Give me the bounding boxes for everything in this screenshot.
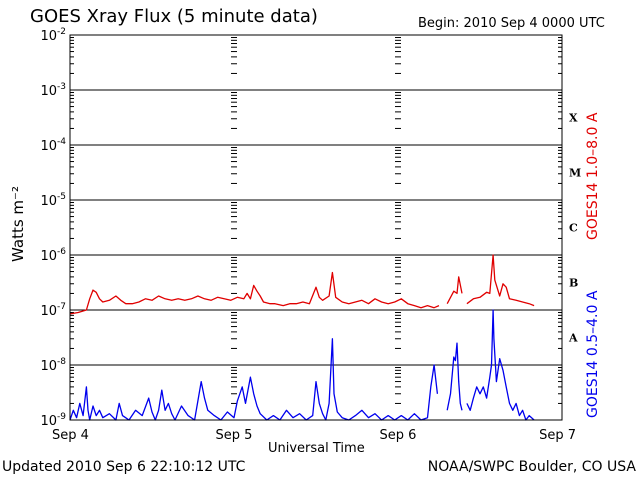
x-tick-label: Sep 5 [216, 428, 253, 443]
y-tick-label: 10-9 [40, 412, 66, 429]
y-tick-label: 10-6 [40, 247, 66, 264]
y-tick-label: 10-3 [40, 82, 66, 99]
flare-class-label: B [569, 277, 578, 290]
gridlines [70, 37, 562, 421]
legend-long-series: GOES14 1.0–8.0 A [585, 113, 601, 240]
series-lines [69, 254, 535, 421]
x-tick-label: Sep 4 [52, 428, 89, 443]
plot-frame [69, 34, 563, 421]
y-axis-tick-labels: 10-9 10-8 10-7 10-6 10-5 10-4 10-3 10-2 [40, 27, 66, 429]
y-axis-ticks [70, 37, 562, 404]
chart-title: GOES Xray Flux (5 minute data) [30, 6, 318, 27]
legend-long-label: GOES14 1.0–8.0 A [585, 112, 601, 240]
y-axis-title-text: Watts m⁻² [9, 186, 27, 262]
credit-label: NOAA/SWPC Boulder, CO USA [427, 459, 636, 475]
flare-class-label: A [568, 332, 578, 345]
flare-class-label: C [569, 222, 578, 235]
series-long-line [69, 254, 535, 315]
flare-class-label: M [569, 167, 581, 180]
x-tick-label: Sep 6 [380, 428, 417, 443]
y-tick-label: 10-7 [40, 302, 66, 319]
y-tick-label: 10-5 [40, 192, 66, 209]
begin-time-label: Begin: 2010 Sep 4 0000 UTC [418, 16, 605, 31]
flare-class-labels: X M C B A [568, 112, 581, 345]
updated-timestamp: Updated 2010 Sep 6 22:10:12 UTC [2, 459, 246, 475]
flare-class-label: X [569, 112, 578, 125]
legend-short-series: GOES14 0.5–4.0 A [585, 291, 601, 418]
y-axis-title: Watts m⁻² [9, 186, 27, 262]
x-tick-label: Sep 7 [539, 428, 576, 443]
x-axis-title: Universal Time [268, 441, 365, 456]
y-tick-label: 10-4 [40, 137, 66, 154]
x-axis-tick-labels: Sep 4 Sep 5 Sep 6 Sep 7 [52, 428, 576, 443]
y-tick-label: 10-2 [40, 27, 66, 44]
series-short-line [69, 309, 535, 421]
legend-short-label: GOES14 0.5–4.0 A [585, 290, 601, 418]
y-tick-label: 10-8 [40, 357, 66, 374]
